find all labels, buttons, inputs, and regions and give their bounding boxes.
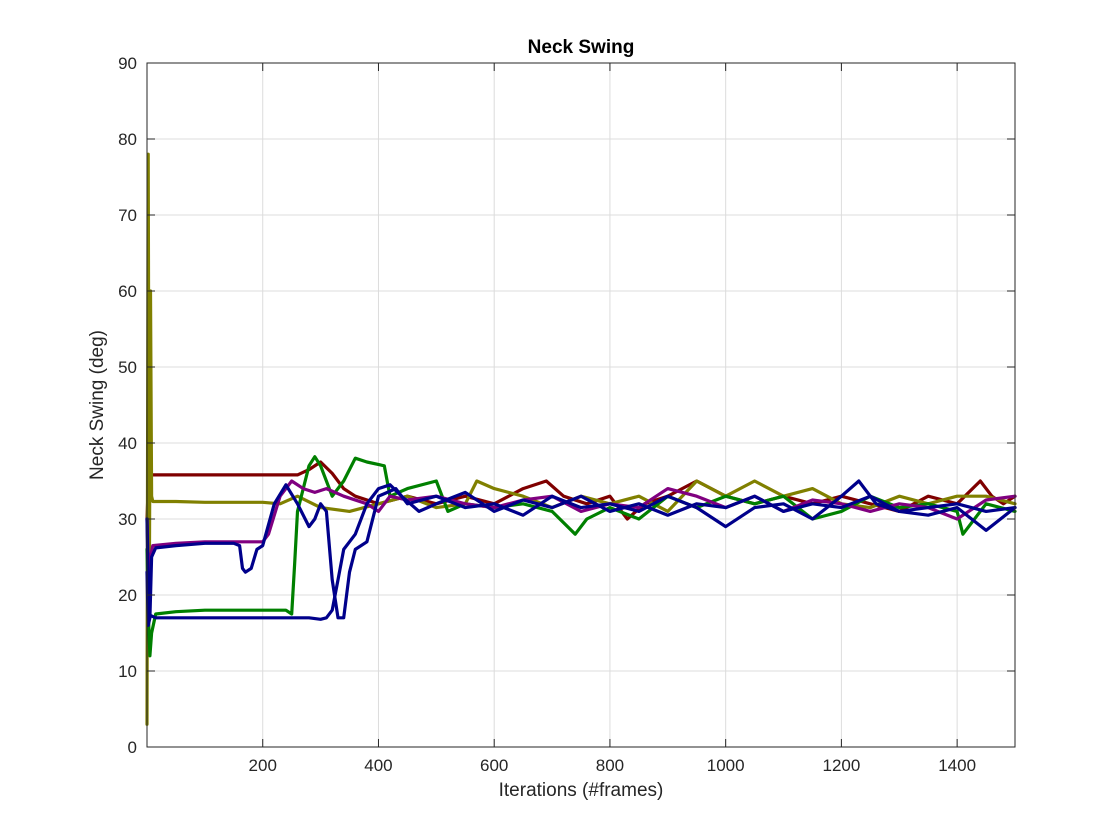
x-tick-label: 400 [364,756,392,775]
x-tick-label: 600 [480,756,508,775]
series-line-6 [145,483,1017,621]
chart-title: Neck Swing [528,37,635,58]
y-tick-label: 50 [118,358,137,377]
grid [147,63,1015,747]
x-tick-label: 1000 [707,756,745,775]
y-tick-label: 20 [118,586,137,605]
y-tick-label: 30 [118,510,137,529]
y-axis-label: Neck Swing (deg) [87,330,108,480]
y-tick-label: 80 [118,130,137,149]
x-tick-label: 800 [596,756,624,775]
x-axis-label: Iterations (#frames) [499,780,664,801]
plot-frame [146,62,1016,748]
y-tick-label: 70 [118,206,137,225]
y-tick-label: 40 [118,434,137,453]
y-tick-label: 10 [118,662,137,681]
ticks: 200 400 600 800 1000 1200 1400 0 10 20 30 40 50 60 70 8… [118,54,1015,775]
plot-background [147,63,1015,747]
series-line-5 [145,479,1017,628]
x-tick-label: 1400 [938,756,976,775]
series-line-3 [145,455,1017,658]
x-tick-label: 1200 [822,756,860,775]
x-tick-label: 200 [249,756,277,775]
series-line-4 [145,479,1017,582]
y-tick-label: 0 [128,738,137,757]
y-tick-label: 60 [118,282,137,301]
y-tick-label: 90 [118,54,137,73]
series-layer [145,152,1017,726]
